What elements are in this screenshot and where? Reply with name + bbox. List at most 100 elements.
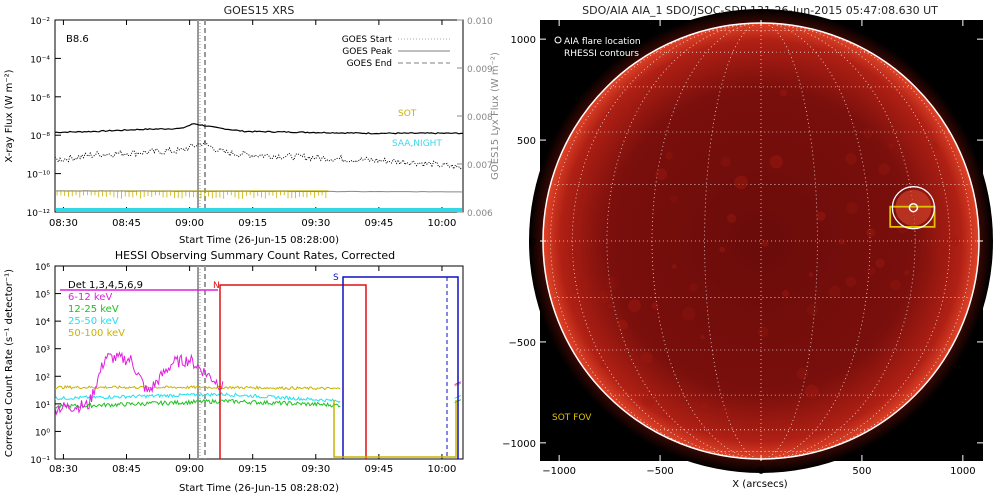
hessi-series-50-100 bbox=[55, 382, 462, 391]
y-tick-label-right: 0.006 bbox=[467, 209, 493, 219]
x-tick-label: 0 bbox=[758, 466, 764, 477]
x-tick-label: 09:15 bbox=[238, 464, 267, 475]
disk-feature bbox=[904, 269, 910, 275]
legend-12-25: 12-25 keV bbox=[68, 304, 119, 315]
y-tick-label: 10⁻² bbox=[30, 17, 50, 27]
sot-annotation: SOT bbox=[398, 109, 417, 119]
flare-location-marker bbox=[908, 202, 919, 213]
hessi-yellow-gap bbox=[333, 400, 457, 458]
hessi-x-label: Start Time (26-Jun-15 08:28:02) bbox=[179, 483, 339, 494]
y-tick-label: 10⁻⁶ bbox=[30, 94, 50, 104]
disk-feature bbox=[619, 107, 624, 112]
disk-feature bbox=[630, 101, 644, 115]
disk-feature bbox=[671, 264, 677, 269]
y-tick-label: 10⁰ bbox=[35, 428, 50, 438]
disk-feature bbox=[641, 394, 655, 408]
y-tick-label: 10⁻⁴ bbox=[30, 55, 50, 65]
disk-feature bbox=[734, 175, 748, 190]
disk-feature bbox=[689, 283, 698, 292]
x-tick-label: 10:00 bbox=[428, 464, 457, 475]
y-tick-label: −1000 bbox=[502, 439, 536, 450]
sot-ticks bbox=[56, 190, 329, 199]
goes-y-ticks-right: 0.006 0.007 0.008 0.009 0.010 bbox=[457, 17, 493, 219]
disk-feature bbox=[598, 289, 613, 304]
disk-feature bbox=[757, 326, 769, 338]
goes-xrs-panel: GOES15 XRS 08:30 08:45 09:00 09:15 09:30 09:4… bbox=[4, 4, 501, 246]
hessi-detectors-label: Det 1,3,4,5,6,9 bbox=[68, 280, 143, 291]
disk-feature bbox=[615, 343, 622, 351]
goes-class-label: B8.6 bbox=[66, 34, 89, 45]
goes-legend: GOES Start GOES Peak GOES End bbox=[342, 35, 450, 69]
y-tick-label-right: 0.010 bbox=[467, 17, 493, 27]
legend-50-100: 50-100 keV bbox=[68, 328, 125, 339]
disk-feature bbox=[862, 128, 873, 138]
aia-solar-disk bbox=[543, 23, 979, 459]
goes-short-series bbox=[55, 141, 463, 171]
disk-feature bbox=[816, 211, 826, 221]
y-tick-label-right: 0.009 bbox=[467, 65, 493, 75]
y-tick-label: 10³ bbox=[35, 346, 50, 356]
disk-feature bbox=[828, 285, 841, 298]
disk-feature bbox=[775, 48, 789, 62]
y-tick-label: 10⁻¹ bbox=[30, 456, 50, 466]
hessi-series-25-50 bbox=[55, 391, 462, 403]
aia-x-ticks: −1000 −500 0 500 1000 bbox=[542, 20, 976, 477]
disk-feature bbox=[588, 321, 594, 326]
y-tick-label: 10² bbox=[35, 373, 50, 383]
disk-feature bbox=[719, 406, 732, 418]
y-tick-label: 10⁴ bbox=[35, 318, 50, 328]
y-tick-label-right: 0.007 bbox=[467, 161, 493, 171]
disk-feature bbox=[617, 319, 628, 330]
hessi-y-label: Corrected Count Rate (s⁻¹ detector⁻¹) bbox=[4, 269, 15, 457]
disk-feature bbox=[651, 302, 659, 310]
disk-feature bbox=[948, 235, 960, 247]
disk-feature bbox=[796, 367, 809, 380]
hessi-panel: HESSI Observing Summary Count Rates, Cor… bbox=[4, 249, 464, 494]
disk-feature bbox=[681, 307, 696, 321]
disk-feature bbox=[569, 250, 579, 260]
disk-feature bbox=[700, 402, 709, 410]
x-tick-label: 09:00 bbox=[175, 218, 204, 229]
disk-feature bbox=[640, 351, 653, 364]
legend-goes-end: GOES End bbox=[347, 59, 392, 69]
disk-feature bbox=[866, 227, 876, 238]
disk-feature bbox=[804, 384, 819, 399]
x-tick-label: 09:30 bbox=[301, 464, 330, 475]
aia-legend-rhessi: RHESSI contours bbox=[564, 49, 639, 59]
x-tick-label: 09:30 bbox=[301, 218, 330, 229]
legend-goes-peak: GOES Peak bbox=[342, 47, 392, 57]
disk-feature bbox=[883, 101, 891, 109]
legend-goes-start: GOES Start bbox=[342, 35, 393, 45]
y-tick-label: 10⁻¹² bbox=[27, 209, 51, 219]
aia-lat-lon-grid bbox=[543, 23, 979, 459]
x-tick-label: −1000 bbox=[542, 466, 576, 477]
disk-feature bbox=[600, 361, 607, 369]
disk-feature bbox=[845, 153, 857, 165]
y-tick-label: 1000 bbox=[511, 35, 536, 46]
y-tick-label: 0 bbox=[530, 237, 536, 248]
aia-y-ticks: 1000 500 0 −500 −1000 bbox=[502, 35, 983, 450]
x-tick-label: −500 bbox=[646, 466, 673, 477]
flare-location-ring bbox=[891, 186, 936, 230]
goes-lyx-series bbox=[55, 190, 463, 193]
goes-saa-bar bbox=[56, 208, 462, 212]
disk-feature bbox=[572, 288, 577, 294]
disk-feature bbox=[845, 276, 857, 288]
disk-feature bbox=[890, 279, 901, 291]
hessi-n-label: N bbox=[213, 281, 220, 291]
disk-feature bbox=[665, 151, 673, 160]
goes-x-label: Start Time (26-Jun-15 08:28:00) bbox=[179, 235, 339, 246]
x-tick-label: 09:45 bbox=[364, 218, 393, 229]
x-tick-label: 09:15 bbox=[238, 218, 267, 229]
disk-feature bbox=[604, 276, 619, 291]
disk-feature bbox=[578, 278, 591, 291]
disk-feature bbox=[726, 213, 737, 224]
disk-feature bbox=[782, 289, 789, 297]
disk-feature bbox=[769, 155, 783, 169]
y-tick-label-right: 0.008 bbox=[467, 113, 493, 123]
disk-feature bbox=[823, 73, 830, 81]
hessi-y-ticks: 10⁻¹ 10⁰ 10¹ 10² 10³ 10⁴ 10⁵ 10⁶ bbox=[30, 263, 61, 466]
disk-feature bbox=[808, 272, 814, 278]
x-tick-label: 10:00 bbox=[428, 218, 457, 229]
